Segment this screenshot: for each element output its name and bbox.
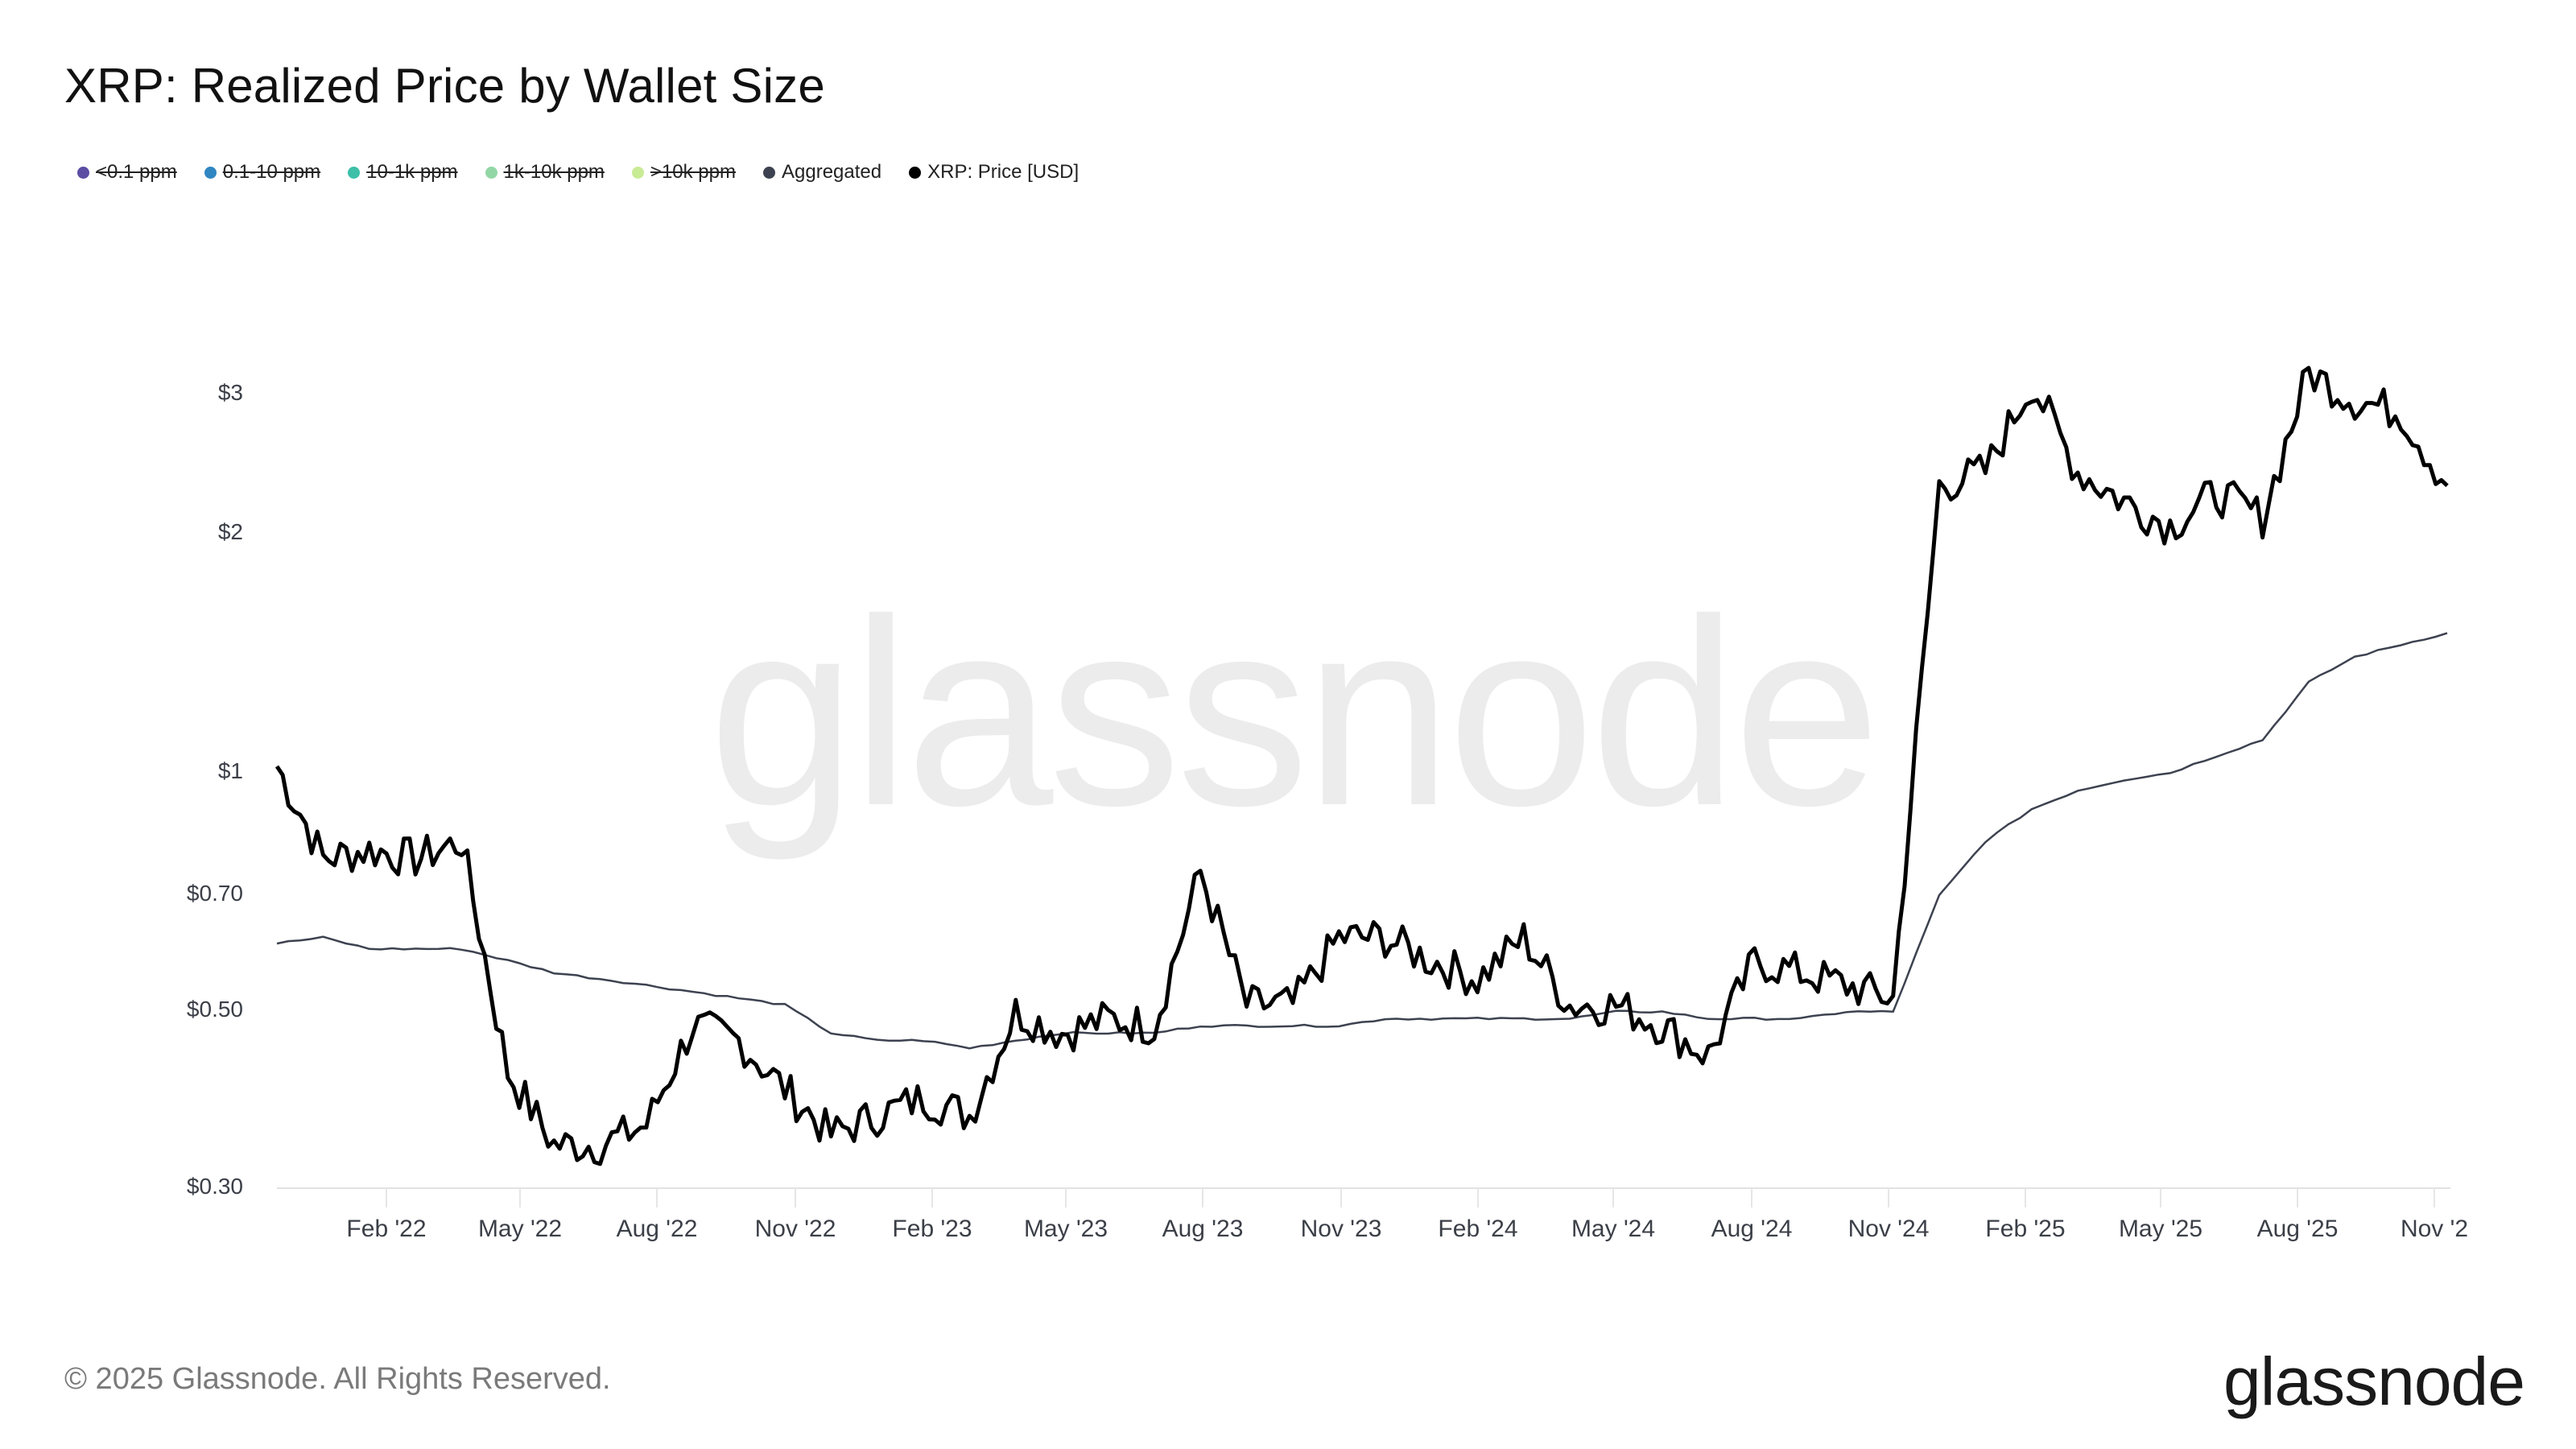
y-tick-label: $0.50	[186, 997, 243, 1022]
watermark-logo: glassnode	[708, 564, 1880, 861]
legend-dot-icon	[77, 166, 89, 179]
y-tick-label: $1	[217, 758, 243, 783]
legend-label: 0.1-10 ppm	[222, 161, 321, 183]
x-tick-label: Feb '23	[892, 1216, 972, 1242]
x-tick-label: May '22	[477, 1216, 563, 1242]
x-tick-label: Nov '23	[1300, 1216, 1382, 1242]
x-tick-label: Nov '22	[754, 1216, 836, 1242]
x-tick-label: Aug '23	[1162, 1216, 1244, 1242]
x-tick-label: Aug '25	[2256, 1216, 2339, 1242]
copyright-text: © 2025 Glassnode. All Rights Reserved.	[64, 1362, 611, 1396]
legend-dot-icon	[204, 166, 217, 179]
legend-item-1k-10k-ppm[interactable]: 1k-10k ppm	[485, 161, 605, 184]
x-tick-label: Aug '24	[1711, 1216, 1793, 1242]
legend-label: 10-1k ppm	[366, 161, 458, 183]
y-tick-label: $0.70	[186, 881, 243, 906]
chart-legend: <0.1 ppm 0.1-10 ppm 10-1k ppm 1k-10k ppm…	[77, 161, 1106, 184]
legend-label: <0.1 ppm	[96, 161, 177, 183]
y-tick-label: $3	[217, 380, 243, 405]
legend-item-gt-10k-ppm[interactable]: >10k ppm	[631, 161, 736, 184]
legend-item-aggregated[interactable]: Aggregated	[763, 161, 881, 184]
legend-item-xrp-price[interactable]: XRP: Price [USD]	[909, 161, 1079, 184]
aggregated-line	[276, 632, 2448, 1050]
legend-label: 1k-10k ppm	[503, 161, 605, 183]
y-tick-label: $2	[217, 519, 243, 544]
x-tick-label: May '25	[2118, 1216, 2203, 1242]
legend-label: Aggregated	[782, 161, 882, 183]
x-tick-label: May '24	[1571, 1216, 1656, 1242]
y-tick-label: $0.30	[186, 1174, 243, 1199]
legend-dot-icon	[348, 166, 361, 179]
x-tick-label: Nov '2	[2400, 1216, 2469, 1242]
x-tick-label: Feb '25	[1985, 1216, 2066, 1242]
glassnode-logo: glassnode	[2223, 1344, 2525, 1419]
legend-dot-icon	[909, 166, 922, 179]
x-tick-label: Feb '22	[346, 1216, 427, 1242]
chart-title: XRP: Realized Price by Wallet Size	[64, 59, 825, 113]
legend-dot-icon	[485, 166, 497, 179]
legend-label: XRP: Price [USD]	[927, 161, 1080, 183]
legend-dot-icon	[763, 166, 775, 179]
x-tick-label: Aug '22	[616, 1216, 698, 1242]
legend-dot-icon	[631, 166, 644, 179]
x-tick-label: Feb '24	[1438, 1216, 1518, 1242]
price-line	[275, 365, 2449, 1166]
legend-item-lt-0-1-ppm[interactable]: <0.1 ppm	[77, 161, 177, 184]
legend-label: >10k ppm	[650, 161, 736, 183]
x-tick-label: May '23	[1023, 1216, 1108, 1242]
x-tick-marks	[386, 1188, 2435, 1208]
legend-item-10-1k-ppm[interactable]: 10-1k ppm	[348, 161, 458, 184]
x-tick-label: Nov '24	[1847, 1216, 1930, 1242]
legend-item-0-1-10-ppm[interactable]: 0.1-10 ppm	[204, 161, 320, 184]
